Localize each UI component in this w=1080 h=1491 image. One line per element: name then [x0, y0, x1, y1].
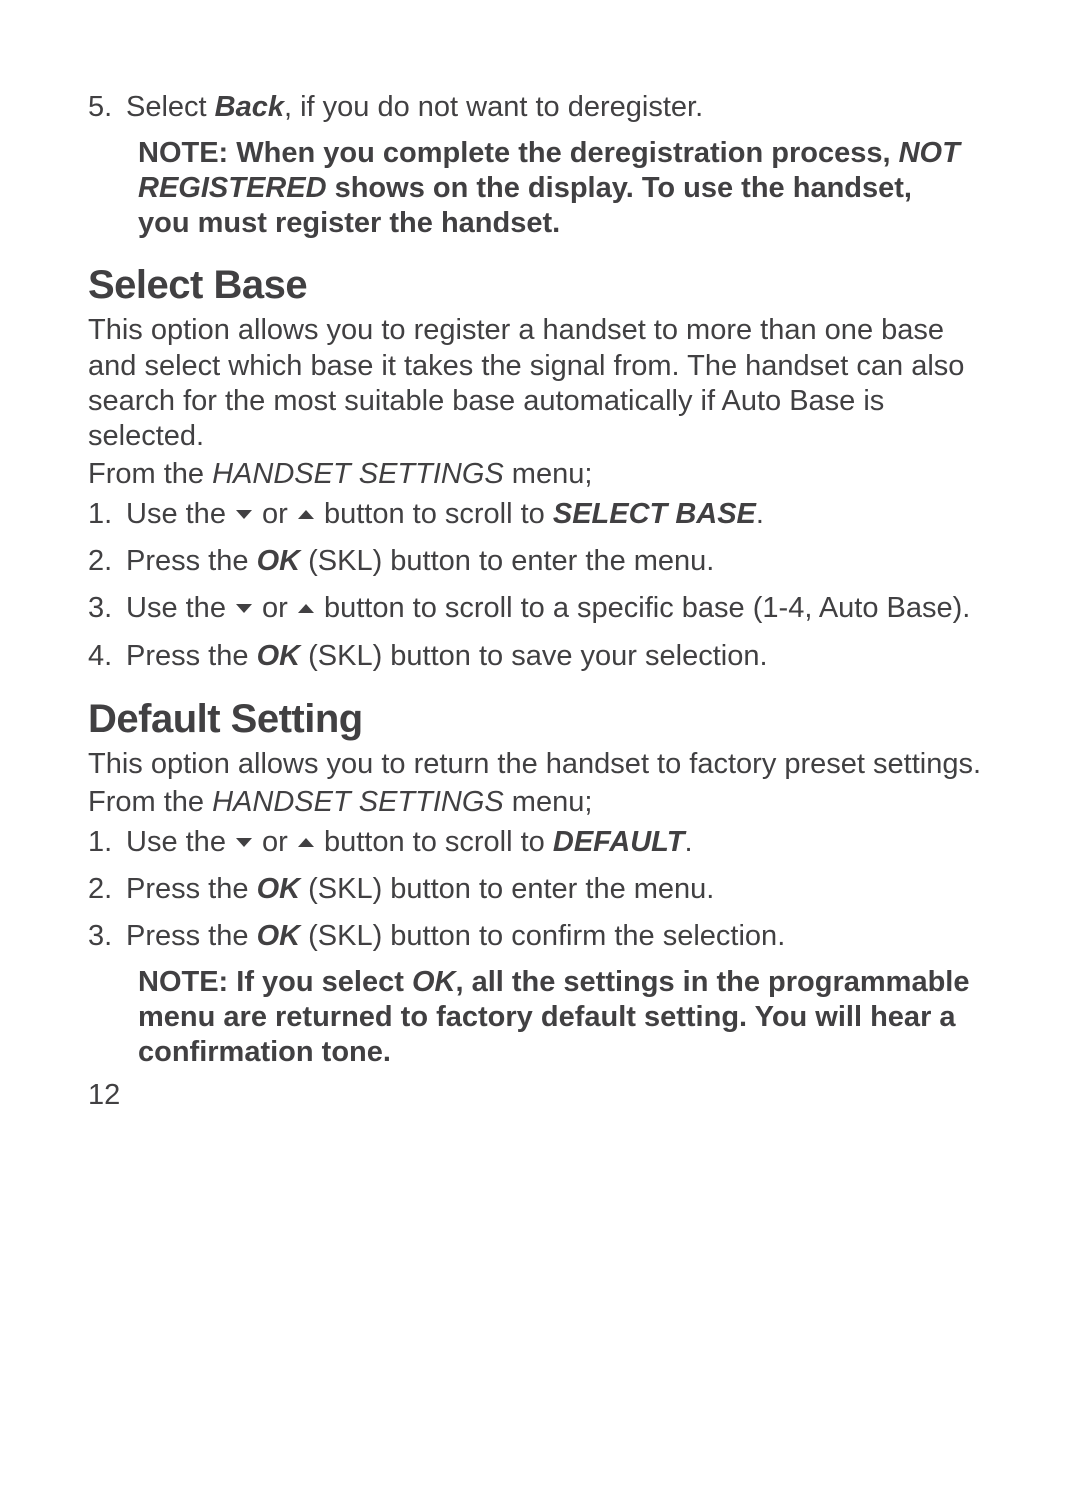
heading-select-base: Select Base	[88, 261, 1000, 310]
ok-label: OK	[257, 873, 301, 905]
text: From the	[88, 786, 212, 818]
text: Press the	[126, 920, 257, 952]
sb-step-3: 3. Use the or button to scroll to a spec…	[88, 590, 1000, 627]
text: menu;	[504, 786, 593, 818]
text: menu;	[504, 458, 593, 490]
text: button to scroll to	[316, 498, 553, 530]
text: Press the	[126, 873, 257, 905]
default-setting-steps: 1. Use the or button to scroll to DEFAUL…	[88, 824, 1000, 955]
deregister-list-continued: 5. Select Back, if you do not want to de…	[88, 89, 1000, 126]
ds-step-2: 2. Press the OK (SKL) button to enter th…	[88, 871, 1000, 908]
text: Press the	[126, 545, 257, 577]
ok-label: OK	[257, 640, 301, 672]
text: , if you do not want to deregister.	[284, 91, 703, 123]
up-arrow-icon	[296, 836, 316, 848]
text: (SKL) button to enter the menu.	[300, 873, 714, 905]
up-arrow-icon	[296, 508, 316, 520]
note-default-setting: NOTE: If you select OK, all the settings…	[138, 965, 1000, 1069]
item-number: 1.	[88, 824, 112, 861]
page-number: 12	[88, 1078, 1000, 1113]
select-base-steps: 1. Use the or button to scroll to SELECT…	[88, 496, 1000, 674]
note-text: NOTE: If you select	[138, 966, 412, 998]
text: Use the	[126, 498, 234, 530]
item-number: 1.	[88, 496, 112, 533]
default-label: DEFAULT	[553, 826, 685, 858]
heading-default-setting: Default Setting	[88, 695, 1000, 744]
text: (SKL) button to enter the menu.	[300, 545, 714, 577]
item-number: 2.	[88, 871, 112, 908]
text: .	[756, 498, 764, 530]
from-menu-line-2: From the HANDSET SETTINGS menu;	[88, 785, 1000, 820]
text: button to scroll to	[316, 826, 553, 858]
list-item-5: 5. Select Back, if you do not want to de…	[88, 89, 1000, 126]
sb-step-4: 4. Press the OK (SKL) button to save you…	[88, 638, 1000, 675]
text: From the	[88, 458, 212, 490]
text: Press the	[126, 640, 257, 672]
ds-step-3: 3. Press the OK (SKL) button to confirm …	[88, 918, 1000, 955]
text: or	[254, 592, 296, 624]
up-arrow-icon	[296, 602, 316, 614]
down-arrow-icon	[234, 602, 254, 614]
item-number: 2.	[88, 543, 112, 580]
down-arrow-icon	[234, 508, 254, 520]
item-number: 5.	[88, 89, 112, 126]
text: Use the	[126, 826, 234, 858]
select-base-label: SELECT BASE	[553, 498, 756, 530]
text: or	[254, 498, 296, 530]
ok-label: OK	[257, 545, 301, 577]
text: or	[254, 826, 296, 858]
select-base-intro: This option allows you to register a han…	[88, 313, 1000, 455]
item-number: 3.	[88, 590, 112, 627]
text: Use the	[126, 592, 234, 624]
text: (SKL) button to confirm the selection.	[300, 920, 785, 952]
text: Select	[126, 91, 215, 123]
default-setting-intro: This option allows you to return the han…	[88, 747, 1000, 782]
handset-settings-label: HANDSET SETTINGS	[212, 786, 504, 818]
text: button to scroll to a specific base (1-4…	[316, 592, 970, 624]
from-menu-line: From the HANDSET SETTINGS menu;	[88, 457, 1000, 492]
manual-page: 5. Select Back, if you do not want to de…	[0, 0, 1080, 1153]
ok-italic-label: OK	[412, 966, 456, 998]
handset-settings-label: HANDSET SETTINGS	[212, 458, 504, 490]
sb-step-1: 1. Use the or button to scroll to SELECT…	[88, 496, 1000, 533]
ok-label: OK	[257, 920, 301, 952]
item-number: 4.	[88, 638, 112, 675]
ds-step-1: 1. Use the or button to scroll to DEFAUL…	[88, 824, 1000, 861]
note-text: NOTE: When you complete the deregistrati…	[138, 137, 899, 169]
item-number: 3.	[88, 918, 112, 955]
down-arrow-icon	[234, 836, 254, 848]
back-label: Back	[215, 91, 284, 123]
sb-step-2: 2. Press the OK (SKL) button to enter th…	[88, 543, 1000, 580]
text: .	[684, 826, 692, 858]
note-deregistration: NOTE: When you complete the deregistrati…	[138, 136, 1000, 240]
text: (SKL) button to save your selection.	[300, 640, 767, 672]
